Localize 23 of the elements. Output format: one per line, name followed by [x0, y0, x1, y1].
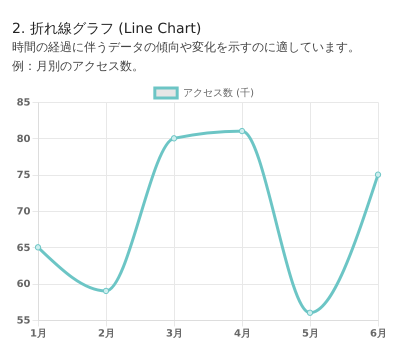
point [306, 310, 314, 316]
y-tick-label: 55 [16, 316, 31, 326]
legend-label: アクセス数 (千) [183, 87, 254, 99]
y-tick-label: 60 [16, 279, 31, 290]
y-tick-label: 85 [16, 98, 31, 108]
point [374, 172, 382, 178]
y-tick-label: 65 [16, 242, 31, 254]
text: 例：月別のアクセス数。 [12, 59, 144, 73]
y-tick-label: 70 [16, 206, 31, 218]
point [34, 244, 42, 250]
x-tick-label: 1月 [30, 328, 47, 340]
y-tick-label: 75 [16, 170, 31, 182]
x-tick-label: 6月 [370, 328, 387, 340]
x-tick-label: 4月 [234, 328, 251, 340]
y-tick-label: 80 [16, 134, 31, 145]
point [102, 288, 110, 294]
chart-subtitle: 時間の経過に伴うデータの傾向や変化を示すのに適しています。 [12, 40, 360, 54]
chart-title: 2. 折れ線グラフ (Line Chart) [12, 21, 202, 37]
point [170, 135, 178, 142]
point [238, 128, 246, 134]
x-tick-label: 3月 [166, 328, 183, 340]
x-tick-label: 2月 [98, 328, 115, 340]
x-tick-label: 5月 [302, 328, 319, 340]
